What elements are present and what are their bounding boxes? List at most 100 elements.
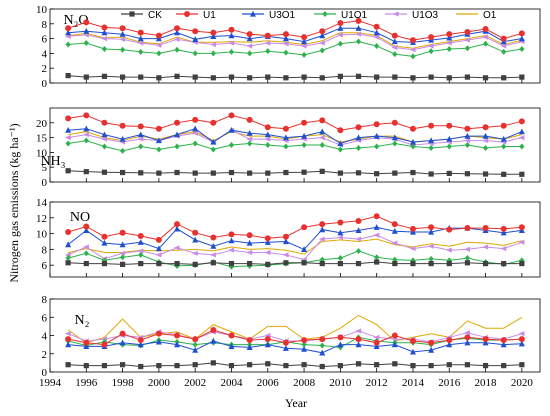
data-point [446,143,452,150]
x-tick-label: 2010 [329,377,352,389]
data-point [464,339,471,346]
data-point [464,246,471,252]
data-point [283,169,289,176]
series-line [68,261,522,265]
data-point [192,336,199,343]
data-point [410,53,416,60]
data-point [409,337,416,344]
data-point [155,125,162,132]
data-point [101,341,108,348]
data-point [337,20,344,27]
data-point [119,36,126,42]
data-point [155,330,162,337]
data-point [192,170,198,176]
data-point [337,260,343,267]
data-point [501,143,507,150]
data-point [464,255,471,262]
data-point [428,260,434,267]
data-point [191,250,198,256]
data-point [482,260,489,267]
data-point [428,137,435,144]
x-tick-label: 2014 [402,377,425,389]
series-line [67,215,522,241]
data-point [501,363,507,369]
legend-label: O1 [483,10,497,21]
y-axis-title: Nitrogen gas emissions (kg ha⁻¹) [7,123,21,282]
data-point [138,260,144,267]
series-line [68,170,522,175]
data-point [156,260,162,267]
data-point [101,363,108,369]
data-point [337,255,343,262]
data-point [428,346,435,353]
data-point [482,34,489,40]
data-point [246,35,253,42]
data-point [501,48,507,55]
data-point [464,45,471,52]
data-point [337,170,343,176]
panel-frame [49,107,541,183]
data-point [319,75,325,81]
data-point [500,225,507,232]
data-point [210,33,217,39]
data-point [210,50,216,57]
data-point [482,171,489,177]
data-point [192,50,198,57]
data-point [409,47,416,53]
series-line [67,20,523,41]
data-point [500,35,507,42]
data-point [428,339,435,346]
data-point [228,142,235,148]
data-point [192,125,199,132]
legend-item-ck: CK [121,10,162,21]
legend-item-u1: U1 [176,10,216,21]
data-point [374,254,380,261]
data-point [355,144,362,151]
data-point [518,118,525,125]
data-point [355,38,362,45]
data-point [174,119,181,126]
series-u3o1 [65,125,525,147]
data-point [410,75,416,81]
data-point [446,362,452,368]
data-point [119,241,126,248]
data-point [373,121,380,128]
data-point [373,334,380,340]
data-point [65,241,72,248]
data-point [283,49,289,56]
series-u1 [65,112,525,134]
data-point [301,34,308,41]
data-point [83,137,89,144]
data-point [427,43,434,49]
data-point [173,245,180,251]
data-point [355,25,362,31]
data-point [482,40,489,47]
data-point [101,257,108,264]
data-point [265,170,271,176]
data-point [246,129,253,136]
data-point [83,132,89,138]
legend-item-u1o1: U1O1 [314,10,368,21]
data-point [65,41,71,48]
data-point [518,30,525,37]
y-tick-label: 6 [42,34,48,46]
x-tick-label: 2020 [511,377,534,389]
data-point [264,124,271,131]
data-point [355,341,362,348]
data-point [119,46,126,53]
data-point [210,260,216,266]
x-tick-label: 2012 [366,377,388,389]
series-u3o1 [65,224,525,252]
data-point [192,74,198,80]
data-point [119,254,126,261]
data-point [65,260,71,266]
data-point [518,239,525,245]
data-point [119,74,126,80]
data-point [247,362,253,368]
data-point [265,48,271,55]
data-point [174,143,180,150]
data-point [282,35,289,42]
data-point [264,336,271,343]
data-point [428,255,434,262]
data-point [210,138,217,145]
